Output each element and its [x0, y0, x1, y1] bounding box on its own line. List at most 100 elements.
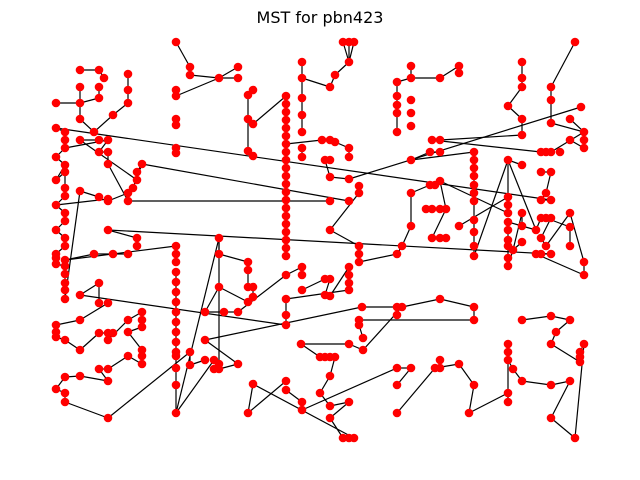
graph-node — [503, 261, 513, 271]
graph-edge — [175, 77, 220, 97]
graph-node — [297, 110, 307, 120]
graph-edge — [204, 286, 220, 313]
graph-node — [325, 413, 335, 423]
graph-node — [123, 69, 133, 79]
graph-node — [344, 278, 354, 288]
graph-node — [435, 73, 445, 83]
graph-edge — [545, 212, 571, 247]
graph-node — [171, 351, 181, 361]
graph-node — [200, 335, 210, 345]
graph-node — [243, 297, 253, 307]
graph-node — [297, 93, 307, 103]
graph-node — [546, 339, 556, 349]
graph-node — [171, 120, 181, 130]
graph-node — [469, 251, 479, 261]
graph-node — [546, 413, 556, 423]
graph-edge — [218, 286, 249, 303]
graph-node — [392, 380, 402, 390]
graph-node — [281, 131, 291, 141]
graph-node — [281, 91, 291, 101]
graph-node — [94, 364, 104, 374]
graph-node — [503, 355, 513, 365]
graph-node — [248, 85, 258, 95]
graph-edge — [301, 77, 331, 88]
graph-node — [469, 215, 479, 225]
graph-node — [108, 249, 118, 259]
graph-node — [171, 297, 181, 307]
graph-node — [137, 307, 147, 317]
graph-node — [344, 196, 354, 206]
graph-node — [281, 195, 291, 205]
graph-node — [565, 376, 575, 386]
graph-node — [392, 77, 402, 87]
graph-node — [103, 225, 113, 235]
graph-node — [214, 233, 224, 243]
graph-node — [517, 221, 527, 231]
graph-node — [248, 282, 258, 292]
graph-node — [546, 195, 556, 205]
graph-node — [469, 147, 479, 157]
graph-node — [325, 291, 335, 301]
graph-node — [103, 159, 113, 169]
graph-edge — [285, 139, 323, 145]
graph-node — [325, 274, 335, 284]
graph-node — [75, 315, 85, 325]
graph-node — [51, 152, 61, 162]
graph-node — [214, 364, 224, 374]
graph-node — [325, 371, 335, 381]
graph-node — [406, 155, 416, 165]
graph-node — [517, 160, 527, 170]
graph-node — [94, 278, 104, 288]
graph-node — [132, 241, 142, 251]
graph-node — [546, 95, 556, 105]
graph-node — [200, 355, 210, 365]
graph-edge — [175, 359, 215, 414]
graph-node — [281, 203, 291, 213]
graph-edge — [175, 41, 191, 68]
graph-node — [469, 171, 479, 181]
graph-node — [344, 174, 354, 184]
graph-node — [123, 351, 133, 361]
figure-title: MST for pbn423 — [257, 8, 384, 27]
graph-node — [354, 241, 364, 251]
graph-node — [60, 261, 70, 271]
graph-edge — [410, 151, 475, 161]
graph-node — [441, 204, 451, 214]
graph-edge — [64, 245, 177, 261]
graph-node — [517, 376, 527, 386]
graph-node — [546, 249, 556, 259]
graph-node — [503, 388, 513, 398]
graph-edge — [107, 351, 191, 419]
graph-node — [565, 315, 575, 325]
graph-edge — [468, 384, 475, 414]
graph-node — [392, 100, 402, 110]
graph-node — [60, 388, 70, 398]
graph-node — [281, 294, 291, 304]
graph-node — [248, 379, 258, 389]
graph-node — [320, 155, 330, 165]
graph-node — [60, 269, 70, 279]
graph-node — [349, 37, 359, 47]
graph-node — [51, 175, 61, 185]
graph-node — [503, 225, 513, 235]
graph-node — [392, 249, 402, 259]
graph-node — [60, 143, 70, 153]
graph-node — [60, 160, 70, 170]
graph-node — [75, 98, 85, 108]
graph-edge — [550, 380, 571, 419]
graph-node — [137, 322, 147, 332]
graph-node — [281, 171, 291, 181]
graph-node — [406, 95, 416, 105]
graph-node — [75, 186, 85, 196]
graph-node — [427, 135, 437, 145]
graph-node — [508, 364, 518, 374]
graph-node — [123, 327, 133, 337]
graph-node — [576, 102, 586, 112]
graph-node — [171, 363, 181, 373]
graph-node — [454, 61, 464, 71]
graph-node — [51, 123, 61, 133]
graph-node — [137, 159, 147, 169]
graph-edge — [431, 139, 542, 153]
graph-node — [425, 147, 435, 157]
graph-node — [123, 315, 133, 325]
